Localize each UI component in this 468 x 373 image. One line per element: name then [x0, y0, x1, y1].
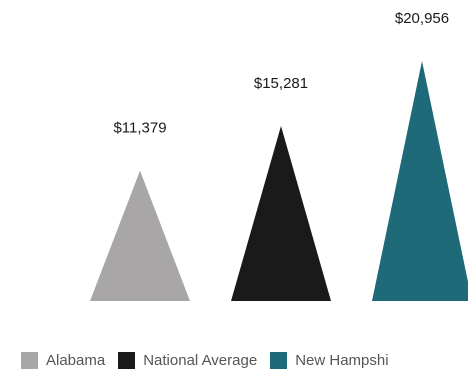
- legend-item-alabama: Alabama: [21, 351, 106, 369]
- legend-swatch-alabama: [21, 351, 38, 369]
- data-label-new-hampshire: $20,956: [395, 10, 449, 27]
- data-label-alabama: $11,379: [113, 120, 166, 137]
- legend-swatch-national-average: [118, 351, 136, 369]
- bar-national-average: [231, 125, 331, 301]
- legend-label-new-hampshire: New Hampshi: [295, 351, 389, 369]
- bar-alabama: [90, 170, 190, 301]
- chart-legend: Alabama National Average New Hampshi: [21, 350, 402, 370]
- legend-label-national-average: National Average: [143, 351, 258, 369]
- legend-item-new-hampshire: New Hampshi: [270, 351, 389, 369]
- bar-new-hampshire: [372, 61, 468, 301]
- data-label-national-average: $15,281: [254, 75, 308, 92]
- chart-marks: $11,379 $15,281 $20,956: [90, 10, 468, 301]
- legend-label-alabama: Alabama: [46, 351, 106, 369]
- legend-swatch-new-hampshire: [270, 351, 288, 369]
- legend-item-national-average: National Average: [118, 351, 258, 369]
